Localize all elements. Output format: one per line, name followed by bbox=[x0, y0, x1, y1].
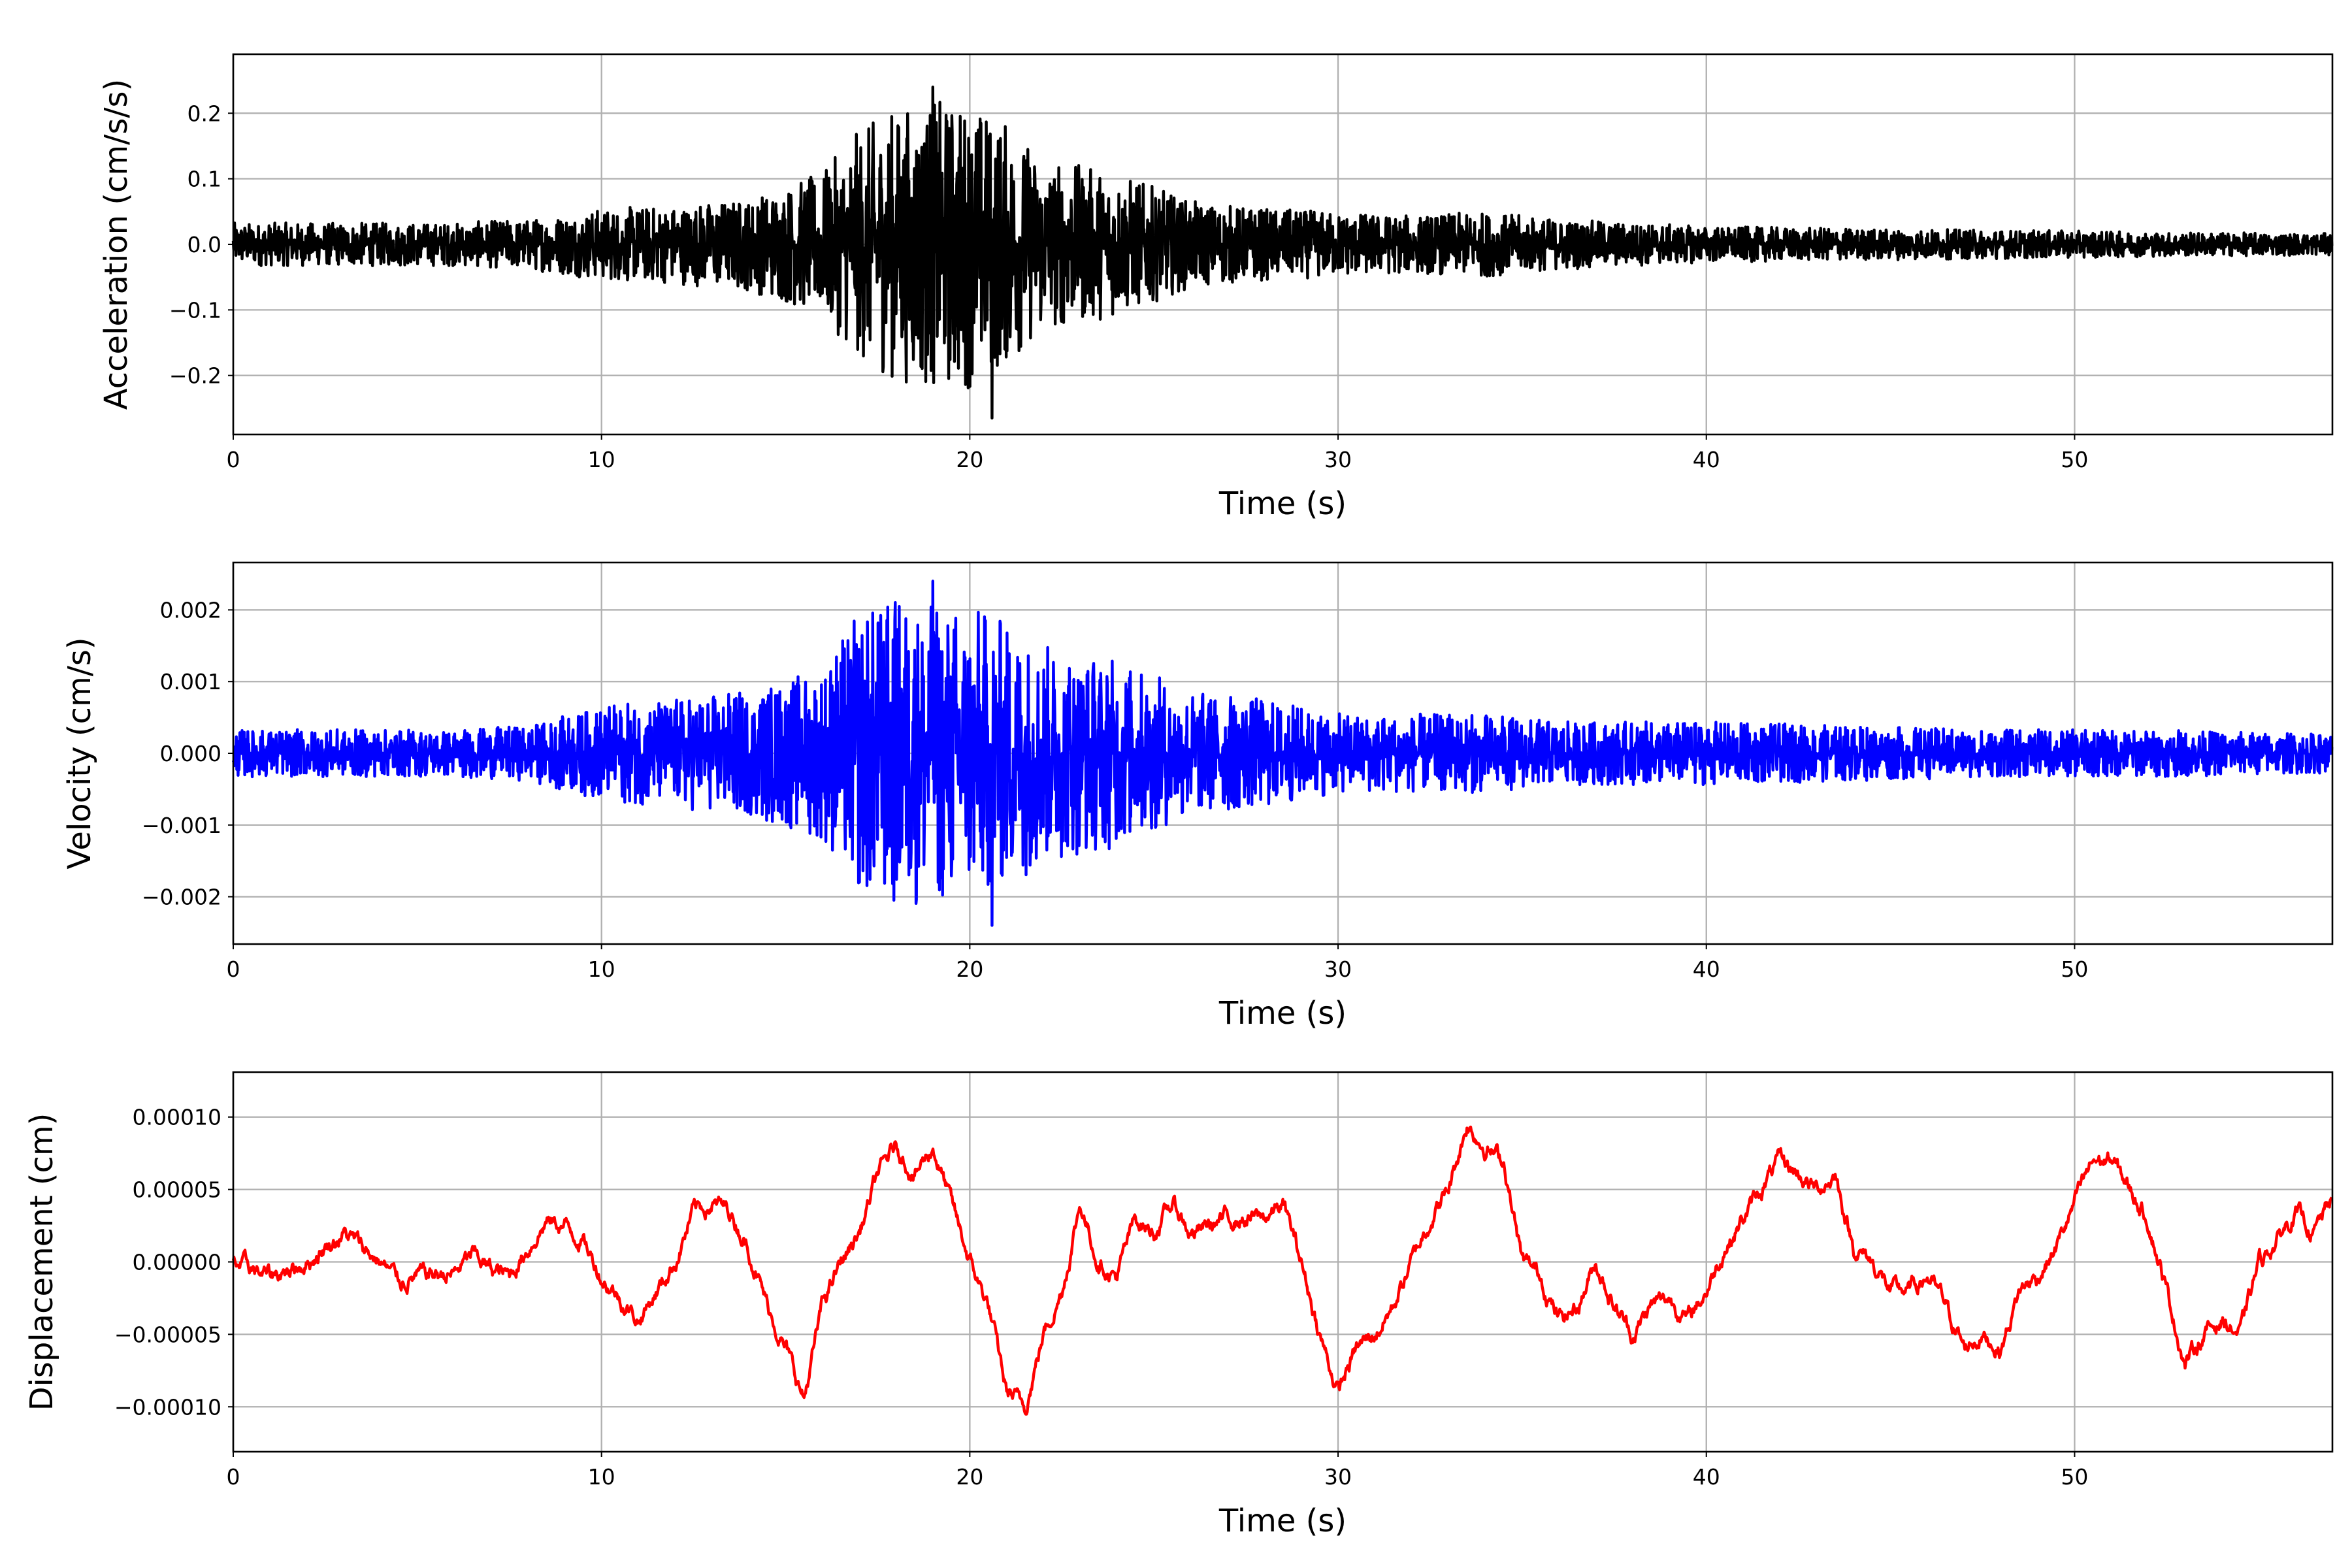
y-tick-label: −0.2 bbox=[169, 363, 221, 389]
x-axis-label: Time (s) bbox=[1218, 995, 1347, 1032]
y-tick-label: 0.2 bbox=[188, 101, 221, 126]
y-tick-label: 0.00005 bbox=[133, 1177, 221, 1203]
y-tick-label: −0.00010 bbox=[114, 1394, 221, 1420]
x-tick-label: 0 bbox=[227, 447, 240, 472]
x-tick-label: 40 bbox=[1693, 956, 1720, 982]
x-tick-label: 10 bbox=[588, 447, 615, 472]
y-tick-label: 0.0 bbox=[188, 232, 221, 257]
x-tick-label: 10 bbox=[588, 956, 615, 982]
y-tick-label: 0.000 bbox=[160, 741, 221, 766]
subplot-velocity: 0 10 20 30 40 50 −0.002 −0.001 0.000 0.001 0.002 Ti… bbox=[61, 561, 2334, 1032]
y-axis-label: Velocity (cm/s) bbox=[61, 637, 98, 869]
x-tick-label: 0 bbox=[227, 956, 240, 982]
y-tick-label: 0.1 bbox=[188, 167, 221, 192]
x-tick-label: 50 bbox=[2061, 1464, 2088, 1490]
x-tick-label: 40 bbox=[1693, 1464, 1720, 1490]
y-tick-label: −0.00005 bbox=[114, 1322, 221, 1347]
y-tick-label: 0.001 bbox=[160, 669, 221, 694]
y-tick-label: 0.00000 bbox=[133, 1250, 221, 1275]
x-tick-label: 0 bbox=[227, 1464, 240, 1490]
y-tick-label: 0.002 bbox=[160, 597, 221, 623]
y-tick-label: 0.00010 bbox=[133, 1105, 221, 1130]
x-tick-label: 20 bbox=[956, 956, 983, 982]
axes-frame bbox=[232, 1071, 2334, 1453]
axes-frame bbox=[232, 53, 2334, 436]
x-tick-label: 20 bbox=[956, 447, 983, 472]
x-axis-label: Time (s) bbox=[1218, 485, 1347, 522]
subplot-acceleration: 0 10 20 30 40 50 −0.2 −0.1 0.0 0.1 0.2 Time (s) Acce… bbox=[98, 53, 2334, 522]
x-tick-label: 30 bbox=[1324, 447, 1352, 472]
x-tick-label: 50 bbox=[2061, 447, 2088, 472]
y-tick-label: −0.002 bbox=[142, 885, 221, 910]
x-tick-label: 10 bbox=[588, 1464, 615, 1490]
velocity-line bbox=[231, 580, 2334, 927]
x-tick-label: 20 bbox=[956, 1464, 983, 1490]
y-axis-label: Displacement (cm) bbox=[24, 1113, 60, 1411]
acceleration-line bbox=[231, 85, 2334, 420]
y-tick-label: −0.1 bbox=[169, 297, 221, 323]
x-tick-label: 30 bbox=[1324, 1464, 1352, 1490]
x-axis-label: Time (s) bbox=[1218, 1503, 1347, 1539]
axes-frame bbox=[232, 561, 2334, 945]
y-tick-label: −0.001 bbox=[142, 813, 221, 838]
x-tick-label: 40 bbox=[1693, 447, 1720, 472]
y-axis-label: Acceleration (cm/s/s) bbox=[98, 79, 135, 410]
displacement-line bbox=[231, 1125, 2333, 1416]
x-tick-label: 30 bbox=[1324, 956, 1352, 982]
subplot-displacement: 0 10 20 30 40 50 −0.00010 −0.00005 0.00000 0.0000… bbox=[24, 1071, 2334, 1539]
x-tick-label: 50 bbox=[2061, 956, 2088, 982]
